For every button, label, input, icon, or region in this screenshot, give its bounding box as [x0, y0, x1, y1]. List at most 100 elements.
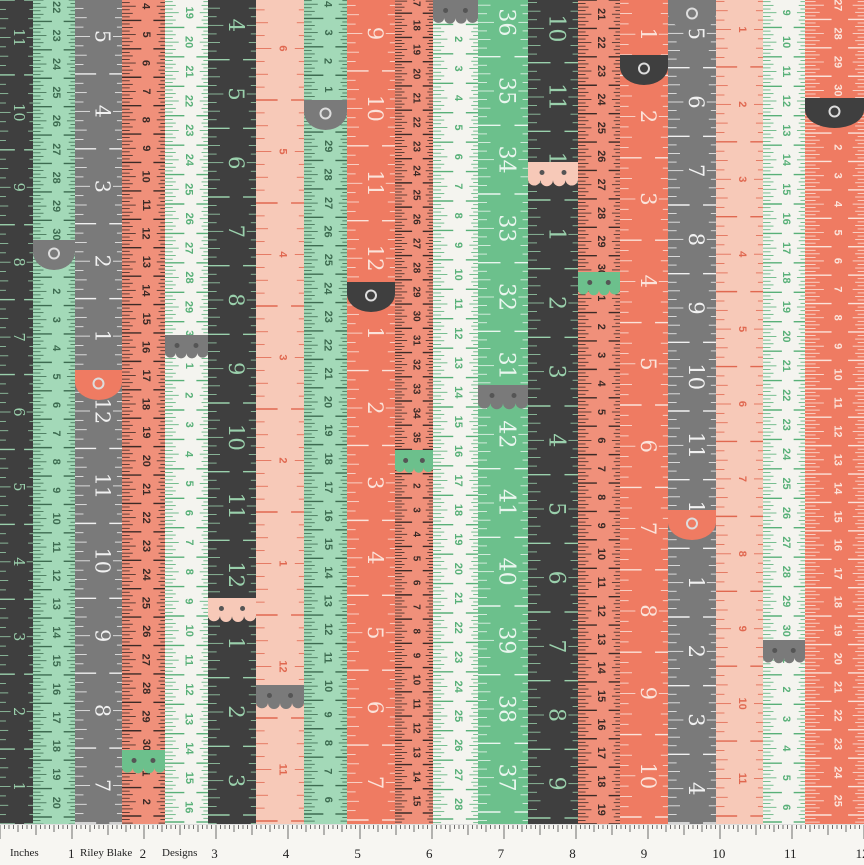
tape-number: 10	[452, 268, 464, 280]
tape-number: 7	[410, 604, 421, 610]
tape-number: 6	[276, 45, 288, 51]
tape-number: 11	[50, 541, 62, 553]
tape-number: 14	[50, 626, 62, 638]
tape-number: 7	[544, 639, 569, 653]
tape-number: 12	[410, 723, 421, 734]
tape-number: 35	[410, 432, 421, 443]
tape-number: 3	[410, 507, 421, 513]
tape-number: 41	[494, 489, 519, 517]
tape-number: 19	[140, 426, 152, 438]
tape-number: 19	[410, 44, 421, 55]
tape-number: 22	[322, 339, 334, 351]
tape-strip-t13: 101112123456789	[528, 0, 578, 824]
tape-number: 25	[50, 86, 62, 98]
tape-number: 2	[50, 288, 62, 294]
tape-number: 26	[50, 115, 62, 127]
tape-number: 8	[10, 258, 26, 267]
tape-number: 11	[322, 652, 334, 664]
tape-number: 12	[452, 327, 464, 339]
tape-number: 12	[140, 227, 152, 239]
tape-number: 24	[50, 58, 62, 70]
tape-number: 21	[140, 483, 152, 495]
tape-number: 9	[410, 653, 421, 659]
tape-number: 4	[410, 532, 421, 538]
tape-number: 23	[50, 30, 62, 42]
tape-strip-t11: 1234567891011121314151617181920212223242…	[433, 0, 478, 824]
tape-number: 8	[322, 740, 334, 746]
tape-strip-t5: 1920212223242526272829301234567891011121…	[165, 0, 208, 824]
tape-number: 12	[363, 245, 388, 272]
tape-number: 5	[140, 32, 152, 38]
tape-number: 5	[544, 502, 569, 516]
tape-number: 22	[140, 512, 152, 524]
tape-number: 5	[452, 124, 464, 130]
tape-number: 40	[494, 558, 519, 586]
tape-number: 34	[410, 408, 421, 419]
tape-number: 19	[322, 424, 334, 436]
tape-number: 39	[494, 626, 519, 654]
tape-number: 20	[452, 563, 464, 575]
tape-number: 9	[90, 629, 114, 642]
tape-number: 11	[140, 199, 152, 211]
tape-number: 27	[322, 197, 334, 209]
tape-number: 6	[452, 154, 464, 160]
tape-number: 24	[322, 282, 334, 295]
tape-number: 8	[224, 293, 249, 306]
tape-number: 4	[322, 1, 334, 8]
tape-number: 14	[452, 386, 464, 399]
tape-number: 12	[183, 683, 195, 695]
tape-number: 5	[363, 626, 388, 639]
tape-number: 6	[140, 60, 152, 66]
tape-number: 24	[183, 154, 195, 167]
tape-number: 20	[322, 396, 334, 408]
tape-markings: 1718192021222324252627282930313233343512…	[395, 0, 433, 824]
tape-markings: 2122232425262728293012345678910111213141…	[578, 0, 620, 824]
tape-number: 18	[410, 20, 421, 31]
tape-number: 4	[140, 3, 152, 10]
tape-number: 6	[410, 580, 421, 586]
tape-number: 18	[50, 740, 62, 752]
tape-number: 10	[224, 424, 249, 451]
tape-number: 17	[322, 481, 334, 493]
tape-number: 28	[140, 682, 152, 694]
tape-number: 30	[50, 228, 62, 240]
tape-number: 12	[90, 398, 114, 424]
tape-number: 23	[595, 65, 607, 77]
tape-number: 34	[494, 146, 519, 174]
tape-number: 21	[322, 367, 334, 379]
tape-number: 7	[224, 225, 249, 238]
tape-number: 4	[452, 95, 464, 102]
tape-number: 28	[595, 207, 607, 219]
tape-number: 10	[90, 548, 114, 574]
tape-number: 17	[410, 0, 421, 7]
tape-number: 11	[183, 654, 195, 666]
tape-number: 27	[50, 143, 62, 155]
tape-number: 28	[183, 271, 195, 283]
tape-number: 4	[90, 105, 114, 118]
tape-number: 25	[140, 597, 152, 609]
tape-number: 42	[494, 420, 519, 448]
tape-number: 2	[322, 58, 334, 64]
tape-number: 3	[224, 774, 249, 787]
tape-number: 5	[224, 87, 249, 100]
tape-number: 29	[50, 200, 62, 212]
tape-number: 14	[183, 742, 195, 755]
tape-number: 15	[322, 538, 334, 550]
tape-number: 11	[224, 493, 249, 520]
tape-markings: 1234567891011121314151617181920212223242…	[433, 0, 478, 824]
tape-number: 25	[183, 183, 195, 195]
tape-number: 17	[50, 711, 62, 723]
tape-number: 16	[452, 445, 464, 457]
tape-number: 21	[595, 8, 607, 20]
tape-number: 26	[595, 150, 607, 162]
tape-number: 7	[595, 466, 607, 472]
tape-number: 10	[140, 171, 152, 183]
tape-number: 24	[452, 680, 464, 693]
tape-number: 16	[183, 801, 195, 813]
tape-number: 7	[183, 539, 195, 545]
tape-number: 5	[90, 30, 114, 43]
